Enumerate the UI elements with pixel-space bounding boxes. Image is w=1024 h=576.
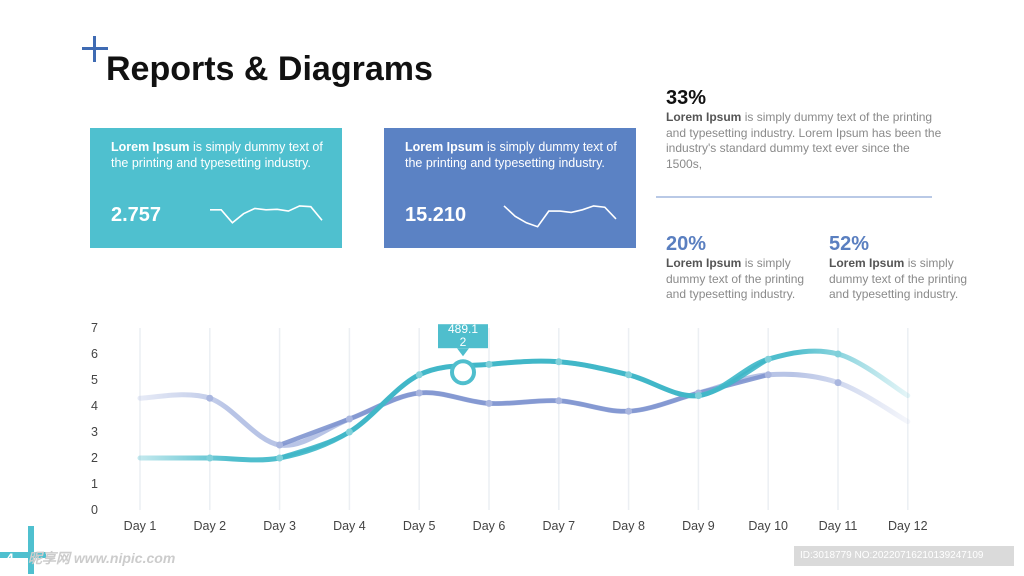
y-tick-label: 1 [91,477,98,491]
plus-decoration-icon [82,36,108,62]
metric-card-1-value: 2.757 [111,204,162,226]
stat-3-body: is simply dummy text of the printing and… [829,256,968,301]
series-2-point [485,360,493,368]
y-tick-label: 4 [91,399,98,413]
series-1-point [345,415,353,423]
metric-card-1: Lorem Ipsum is simply dummy text of the … [90,128,342,248]
page-number: 4 [6,550,14,566]
stat-3-text: Lorem Ipsum is simply dummy text of the … [829,256,969,303]
x-tick-label: Day 9 [682,519,715,533]
series-2-point [764,355,772,363]
stat-block-1: 33% Lorem Ipsum is simply dummy text of … [666,86,946,172]
stat-2-body: is simply dummy text of the printing and… [666,256,805,301]
y-tick-label: 6 [91,347,98,361]
metric-card-2-text: Lorem Ipsum is simply dummy text of the … [405,140,620,171]
stat-3-lead: Lorem Ipsum [829,256,905,270]
metric-card-2-value: 15.210 [405,204,467,226]
card-1-body: is simply dummy text of the printing and… [111,140,323,170]
stat-2-text: Lorem Ipsum is simply dummy text of the … [666,256,806,303]
series-1-point [206,394,214,402]
highlight-label: 489.1 2 [448,322,478,349]
series-1-emphasis [277,372,771,448]
stat-1-lead: Lorem Ipsum [666,110,742,124]
watermark-left: 昵享网 www.nipic.com [28,550,176,566]
series-2-point [345,428,353,436]
divider [656,196,932,198]
series-2-line [137,348,911,463]
page-title: Reports & Diagrams [106,50,433,88]
sparkline-1 [210,205,323,224]
x-tick-label: Day 3 [263,519,296,533]
x-tick-label: Day 12 [888,519,928,533]
series-1-point [764,371,772,379]
watermark-right: ID:3018779 NO:20220716210139247109 [794,546,1014,566]
x-tick-label: Day 5 [403,519,436,533]
y-tick-label: 3 [91,425,98,439]
sparkline-2 [503,205,617,228]
y-tick-label: 2 [91,451,98,465]
metric-card-1-text: Lorem Ipsum is simply dummy text of the … [111,140,326,171]
series-1-point [485,399,493,407]
series-1-line [137,371,911,448]
x-tick-label: Day 4 [333,519,366,533]
y-tick-label: 7 [91,321,98,335]
series-1-point [625,407,633,415]
series-2-point [625,371,633,379]
sparkline-1-line [210,205,323,224]
series-1-point [276,441,284,449]
series-1-point [415,389,423,397]
x-tick-label: Day 2 [193,519,226,533]
series-2-point [555,358,563,366]
stat-3-percent: 52% [829,233,870,255]
x-tick-label: Day 8 [612,519,645,533]
highlight-marker [450,359,476,386]
y-tick-label: 0 [91,503,98,517]
series-1-point [555,397,563,405]
stat-1-body: is simply dummy text of the printing and… [666,110,942,171]
series-2-point [415,371,423,379]
stat-block-3: 52% Lorem Ipsum is simply dummy text of … [829,232,969,303]
corner-plus-icon [0,526,48,576]
card-2-lead: Lorem Ipsum [405,140,484,154]
highlight-callout-pointer [457,348,469,357]
x-tick-label: Day 11 [819,519,858,533]
card-1-lead: Lorem Ipsum [111,140,190,154]
stat-2-percent: 20% [666,233,707,255]
stat-1-percent: 33% [666,87,707,109]
x-tick-label: Day 10 [748,519,788,533]
series-1-point [834,379,842,387]
stat-block-2: 20% Lorem Ipsum is simply dummy text of … [666,232,806,303]
highlight-callout-box [438,324,488,349]
stat-1-text: Lorem Ipsum is simply dummy text of the … [666,110,946,172]
sparkline-2-line [503,205,617,228]
x-tick-label: Day 1 [124,519,157,533]
y-tick-label: 5 [91,373,98,387]
metric-card-2: Lorem Ipsum is simply dummy text of the … [384,128,636,248]
series-2-emphasis [277,356,771,461]
series-2-point [276,454,284,462]
x-tick-label: Day 7 [542,519,575,533]
x-tick-label: Day 6 [473,519,506,533]
series-2-point [834,350,842,358]
card-2-body: is simply dummy text of the printing and… [405,140,617,170]
series-2-point [694,392,702,400]
series-2-point [206,454,214,462]
stat-2-lead: Lorem Ipsum [666,256,742,270]
